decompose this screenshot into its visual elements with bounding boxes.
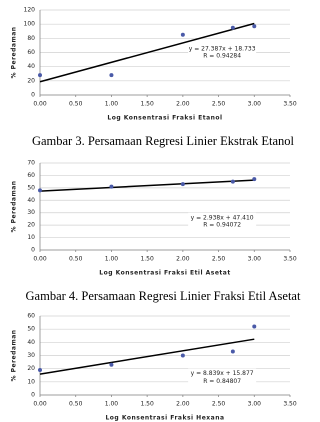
data-point	[180, 32, 185, 37]
x-tick-label: 3.50	[283, 401, 297, 408]
data-point	[109, 362, 114, 367]
data-point	[230, 349, 235, 354]
trendline-equation: y = 27.387x + 18.733	[189, 46, 256, 53]
trendline-r: R = 0.94072	[203, 221, 241, 228]
x-tick-label: 0.50	[69, 256, 83, 263]
trendline-r: R = 0.84807	[203, 378, 241, 385]
y-tick-label: 0	[31, 392, 35, 399]
x-axis-title: Log Konsentrasi Fraksi Etil Asetat	[99, 270, 230, 277]
trendline	[39, 338, 255, 375]
x-axis-title: Log Konsentrasi Fraksi Hexana	[105, 415, 224, 422]
x-tick-label: 1.50	[140, 401, 154, 408]
x-tick-label: 3.00	[248, 401, 262, 408]
x-tick-label: 2.00	[176, 401, 190, 408]
x-tick-label: 0.00	[33, 256, 47, 263]
x-tick-label: 2.50	[212, 401, 226, 408]
data-point	[109, 73, 114, 78]
y-tick-label: 100	[24, 21, 36, 28]
equation-box	[188, 368, 257, 387]
equation-box	[188, 44, 257, 61]
y-axis-title: % Peredaman	[11, 180, 18, 232]
x-tick-label: 3.50	[283, 101, 297, 108]
trendline-r: R = 0.94284	[203, 52, 241, 59]
data-point	[180, 182, 185, 187]
figure-caption: Gambar 3. Persamaan Regresi Linier Ekstr…	[32, 134, 295, 148]
x-tick-label: 1.50	[140, 101, 154, 108]
x-axis-title: Log Konsentrasi Fraksi Etanol	[107, 115, 222, 122]
x-tick-label: 0.50	[69, 101, 83, 108]
x-tick-label: 3.50	[283, 256, 297, 263]
equation-box	[188, 212, 257, 230]
y-tick-label: 30	[27, 209, 35, 216]
x-tick-label: 0.00	[33, 101, 47, 108]
y-tick-label: 120	[24, 7, 36, 14]
y-axis-title: % Peredaman	[11, 26, 18, 78]
y-tick-label: 80	[27, 35, 35, 42]
data-point	[230, 179, 235, 184]
y-tick-label: 20	[27, 365, 35, 372]
x-tick-label: 2.00	[176, 101, 190, 108]
y-tick-label: 20	[27, 222, 35, 229]
data-point	[230, 25, 235, 30]
data-point	[252, 177, 257, 182]
data-point	[180, 353, 185, 358]
data-point	[109, 184, 114, 189]
data-point	[38, 73, 42, 78]
y-tick-label: 30	[27, 352, 35, 359]
y-tick-label: 10	[27, 234, 35, 241]
trendline-equation: y = 2.938x + 47.410	[191, 214, 254, 221]
y-tick-label: 40	[27, 197, 35, 204]
data-point	[252, 24, 257, 29]
x-tick-label: 3.00	[248, 256, 262, 263]
x-tick-label: 1.00	[105, 401, 119, 408]
y-tick-label: 40	[27, 339, 35, 346]
x-tick-label: 0.50	[69, 401, 83, 408]
x-tick-label: 2.00	[176, 256, 190, 263]
trendline-equation: y = 8.839x + 15.877	[191, 370, 254, 377]
x-tick-label: 0.00	[33, 401, 47, 408]
y-tick-label: 0	[31, 92, 35, 99]
y-tick-label: 40	[27, 63, 35, 70]
trendline	[39, 179, 255, 192]
x-tick-label: 1.50	[140, 256, 154, 263]
x-tick-label: 2.50	[212, 256, 226, 263]
y-tick-label: 60	[27, 313, 35, 320]
x-tick-label: 1.00	[105, 256, 119, 263]
data-point	[252, 324, 257, 329]
figure-caption: Gambar 4. Persamaan Regresi Linier Fraks…	[26, 289, 301, 303]
y-tick-label: 10	[27, 378, 35, 385]
trendline	[39, 22, 255, 83]
x-tick-label: 3.00	[248, 101, 262, 108]
y-tick-label: 70	[27, 160, 35, 167]
x-tick-label: 1.00	[105, 101, 119, 108]
data-point	[38, 188, 42, 193]
y-tick-label: 60	[27, 49, 35, 56]
y-tick-label: 60	[27, 172, 35, 179]
y-tick-label: 20	[27, 77, 35, 84]
y-tick-label: 50	[27, 184, 35, 191]
data-point	[38, 367, 42, 372]
y-axis-title: % Peredaman	[11, 329, 18, 381]
y-tick-label: 0	[31, 247, 35, 254]
y-tick-label: 50	[27, 326, 35, 333]
x-tick-label: 2.50	[212, 101, 226, 108]
